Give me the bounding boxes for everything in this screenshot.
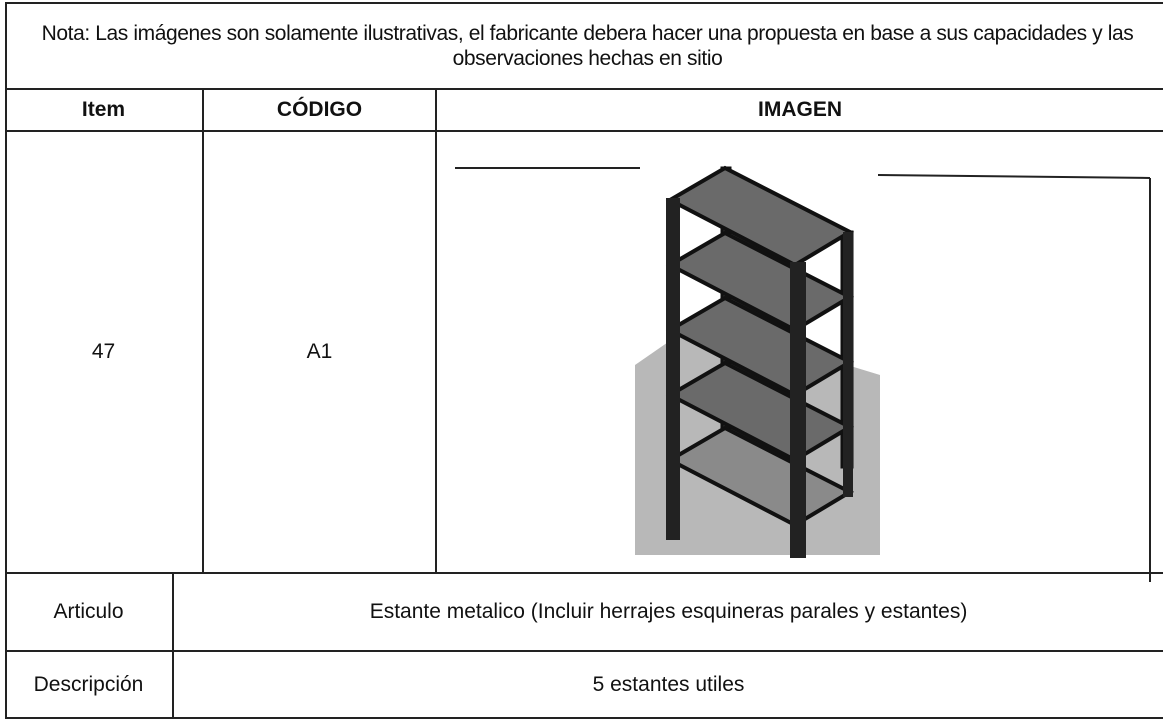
row-value: 5 estantes utiles <box>592 672 745 696</box>
item-code: A1 <box>306 340 333 363</box>
border <box>5 650 1163 652</box>
border <box>172 572 174 719</box>
border <box>202 88 204 572</box>
header-code: CÓDIGO <box>276 98 363 121</box>
note: Nota: Las imágenes son solamente ilustra… <box>41 22 1134 70</box>
border <box>5 2 7 719</box>
header-image: IMAGEN <box>758 98 842 121</box>
border <box>5 717 1163 719</box>
row-label: Descripción <box>33 672 144 696</box>
border <box>5 88 1163 90</box>
border <box>5 130 1163 132</box>
border <box>5 572 1163 574</box>
header-item: Item <box>81 98 126 121</box>
row-value: Estante metalico (Incluir herrajes esqui… <box>369 600 968 623</box>
border <box>5 2 1163 4</box>
item-number: 47 <box>91 340 116 363</box>
row-label: Articulo <box>53 600 124 623</box>
border <box>435 88 437 572</box>
